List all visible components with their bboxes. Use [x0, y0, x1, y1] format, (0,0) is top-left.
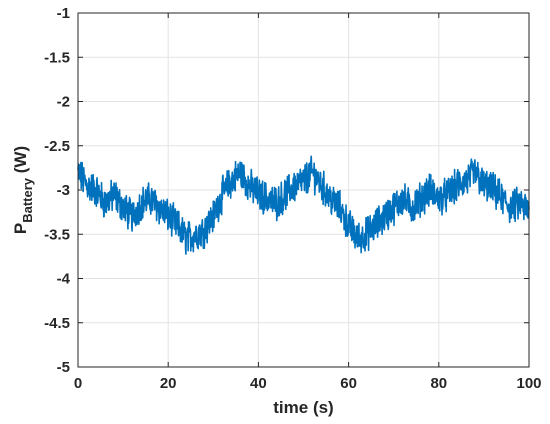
y-axis-label-main: P	[11, 223, 30, 234]
x-tick-label: 80	[430, 375, 447, 392]
y-tick-label: -3.5	[44, 226, 70, 243]
y-tick-label: -4.5	[44, 315, 70, 332]
series-line	[77, 155, 530, 255]
y-tick-label: -5	[57, 359, 70, 376]
y-tick-label: -2	[57, 94, 70, 111]
y-tick-label: -2.5	[44, 138, 70, 155]
y-tick-label: -4	[57, 271, 71, 288]
y-axis-label-subscript: Battery	[20, 177, 35, 223]
x-tick-label: 60	[340, 375, 357, 392]
y-tick-label: -3	[57, 182, 70, 199]
x-tick-label: 100	[516, 375, 541, 392]
x-axis-label: time (s)	[273, 398, 333, 417]
y-axis-ticks: -1 -1.5 -2 -2.5 -3 -3.5 -4 -4.5 -5	[44, 5, 529, 376]
y-axis-label-unit: (W)	[11, 146, 30, 178]
plot-frame	[77, 12, 530, 368]
x-tick-label: 40	[250, 375, 267, 392]
x-tick-label: 0	[74, 375, 82, 392]
y-axis-label: PBattery (W)	[11, 146, 35, 234]
x-axis-ticks: 0 20 40 60 80 100	[74, 13, 542, 392]
y-tick-label: -1	[57, 5, 70, 22]
x-tick-label: 20	[160, 375, 177, 392]
y-tick-label: -1.5	[44, 49, 70, 66]
